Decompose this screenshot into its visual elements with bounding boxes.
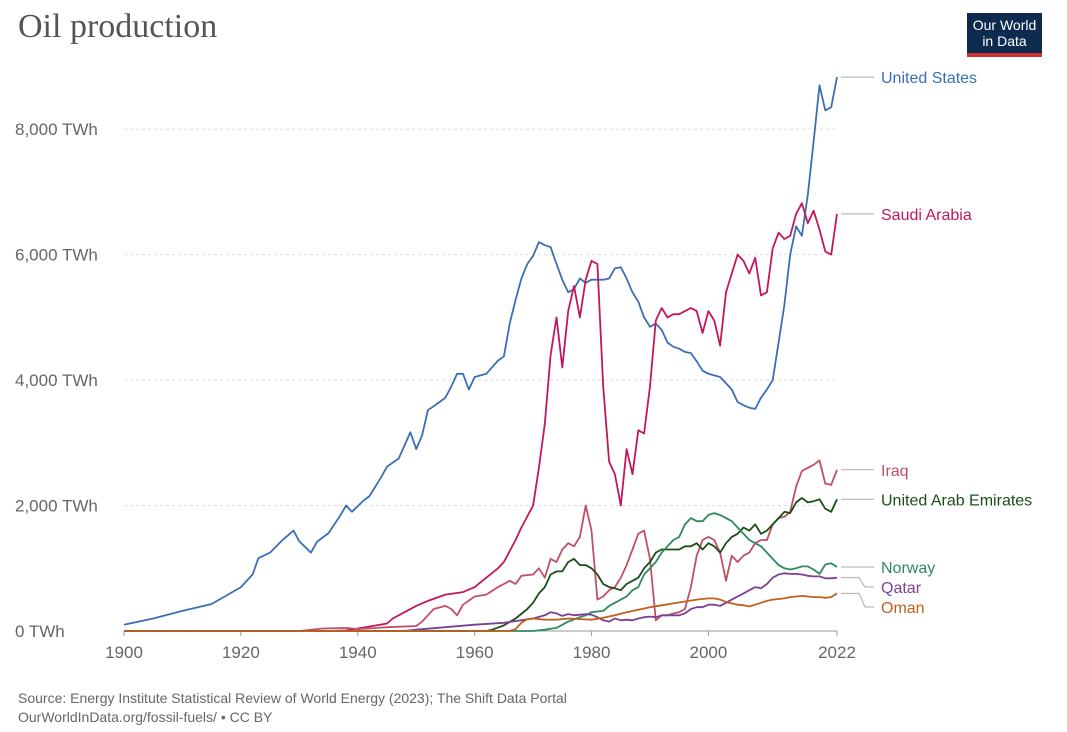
series-end-label[interactable]: United Arab Emirates — [881, 492, 1032, 509]
label-connector — [841, 592, 874, 608]
label-layer: United States Saudi Arabia Iraq United Arab… — [841, 70, 1032, 617]
logo-line-2: in Data — [982, 33, 1027, 49]
series-line[interactable] — [124, 512, 838, 632]
series-layer — [123, 76, 838, 632]
series-line[interactable] — [124, 592, 838, 632]
url-license-text: OurWorldInData.org/fossil-fuels/ • CC BY — [18, 709, 273, 725]
x-tick-label: 2000 — [690, 643, 728, 662]
label-connector — [841, 577, 874, 588]
y-tick-label: 6,000 TWh — [15, 246, 98, 265]
series-end-label[interactable]: Qatar — [881, 580, 922, 597]
series-line[interactable] — [124, 572, 838, 632]
y-tick-label: 4,000 TWh — [15, 371, 98, 390]
logo-line-1: Our World — [972, 17, 1037, 33]
series-end-label[interactable]: Iraq — [881, 463, 909, 480]
y-tick-label: 0 TWh — [15, 622, 65, 641]
x-tick-label: 1900 — [105, 643, 143, 662]
y-tick-label: 2,000 TWh — [15, 497, 98, 516]
series-end-label[interactable]: United States — [881, 70, 977, 87]
x-tick-label: 1980 — [573, 643, 611, 662]
series-end-label[interactable]: Oman — [881, 600, 925, 617]
series-line[interactable] — [124, 202, 838, 632]
series-line[interactable] — [124, 497, 838, 632]
series-line[interactable] — [124, 459, 838, 632]
source-text: Source: Energy Institute Statistical Rev… — [18, 690, 567, 706]
x-tick-label: 1940 — [339, 643, 377, 662]
owid-logo[interactable]: Our World in Data — [967, 13, 1042, 57]
y-tick-label: 8,000 TWh — [15, 120, 98, 139]
series-line[interactable] — [123, 76, 838, 626]
source-note: Source: Energy Institute Statistical Rev… — [18, 689, 567, 727]
grid-layer — [124, 128, 837, 507]
axis-layer: 0 TWh 2,000 TWh 4,000 TWh 6,000 TWh 8,000 TW… — [15, 120, 856, 662]
x-tick-label: 2022 — [818, 643, 856, 662]
chart-title: Oil production — [18, 8, 218, 45]
series-end-label[interactable]: Saudi Arabia — [881, 207, 972, 224]
x-tick-label: 1960 — [456, 643, 494, 662]
x-tick-label: 1920 — [222, 643, 260, 662]
series-end-label[interactable]: Norway — [881, 560, 935, 577]
